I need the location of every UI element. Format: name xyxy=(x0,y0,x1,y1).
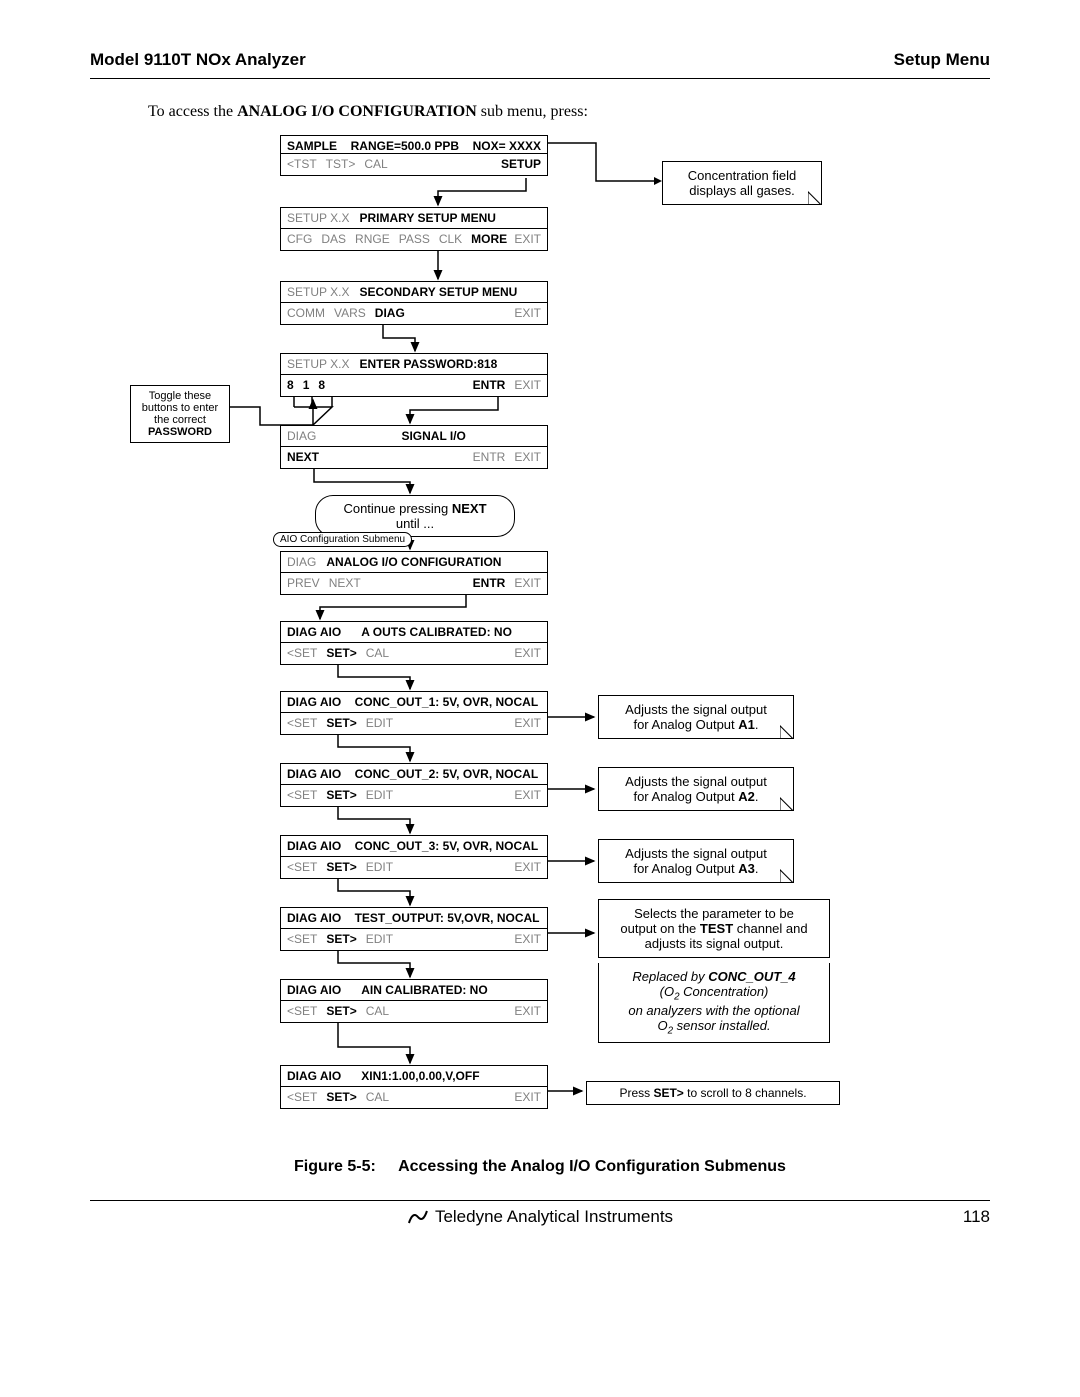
pill-continue: Continue pressing NEXT until ... xyxy=(315,495,515,537)
header-left: Model 9110T NOx Analyzer xyxy=(90,50,306,70)
flowchart-diagram: SAMPLE RANGE=500.0 PPB NOX= XXXX <TST TS… xyxy=(110,135,1010,1140)
panel-primary-setup: SETUP X.X PRIMARY SETUP MENU CFG DAS RNG… xyxy=(280,207,548,251)
note-a2: Adjusts the signal output for Analog Out… xyxy=(598,767,794,811)
panel-signal-io: DIAG SIGNAL I/O NEXT ENTR EXIT xyxy=(280,425,548,469)
page-number: 118 xyxy=(963,1207,990,1227)
panel-password: SETUP X.X ENTER PASSWORD:818 8 1 8 ENTR … xyxy=(280,353,548,397)
panel-conc-out-3: DIAG AIO CONC_OUT_3: 5V, OVR, NOCAL <SET… xyxy=(280,835,548,879)
pill-aio-sub: AIO Configuration Submenu xyxy=(273,532,412,547)
note-password: Toggle these buttons to enter the correc… xyxy=(130,385,230,443)
panel-sample: SAMPLE RANGE=500.0 PPB NOX= XXXX <TST TS… xyxy=(280,135,548,176)
panel-conc-out-1: DIAG AIO CONC_OUT_1: 5V, OVR, NOCAL <SET… xyxy=(280,691,548,735)
header-right: Setup Menu xyxy=(894,50,990,70)
panel-test-output: DIAG AIO TEST_OUTPUT: 5V,OVR, NOCAL <SET… xyxy=(280,907,548,951)
panel-conc-out-2: DIAG AIO CONC_OUT_2: 5V, OVR, NOCAL <SET… xyxy=(280,763,548,807)
panel-secondary-setup: SETUP X.X SECONDARY SETUP MENU COMM VARS… xyxy=(280,281,548,325)
figure-caption: Figure 5-5: Accessing the Analog I/O Con… xyxy=(0,1158,1080,1176)
teledyne-logo-icon xyxy=(407,1209,429,1225)
intro-text: To access the ANALOG I/O CONFIGURATION s… xyxy=(148,103,1080,121)
note-a3: Adjusts the signal output for Analog Out… xyxy=(598,839,794,883)
footer-rule xyxy=(90,1200,990,1201)
panel-aouts: DIAG AIO A OUTS CALIBRATED: NO <SET SET>… xyxy=(280,621,548,665)
note-a1: Adjusts the signal output for Analog Out… xyxy=(598,695,794,739)
header-rule xyxy=(90,78,990,79)
note-replaced: Replaced by CONC_OUT_4 (O2 Concentration… xyxy=(598,963,830,1043)
note-test: Selects the parameter to be output on th… xyxy=(598,899,830,958)
note-8channels: Press SET> to scroll to 8 channels. xyxy=(586,1081,840,1105)
footer-company: Teledyne Analytical Instruments xyxy=(407,1207,673,1227)
note-concentration: Concentration field displays all gases. xyxy=(662,161,822,205)
panel-ain: DIAG AIO AIN CALIBRATED: NO <SETSET>CALE… xyxy=(280,979,548,1023)
panel-xin1: DIAG AIO XIN1:1.00,0.00,V,OFF <SETSET>CA… xyxy=(280,1065,548,1109)
panel-analog-io: DIAG ANALOG I/O CONFIGURATION PREV NEXT … xyxy=(280,551,548,595)
arrow-layer xyxy=(110,135,1010,1140)
